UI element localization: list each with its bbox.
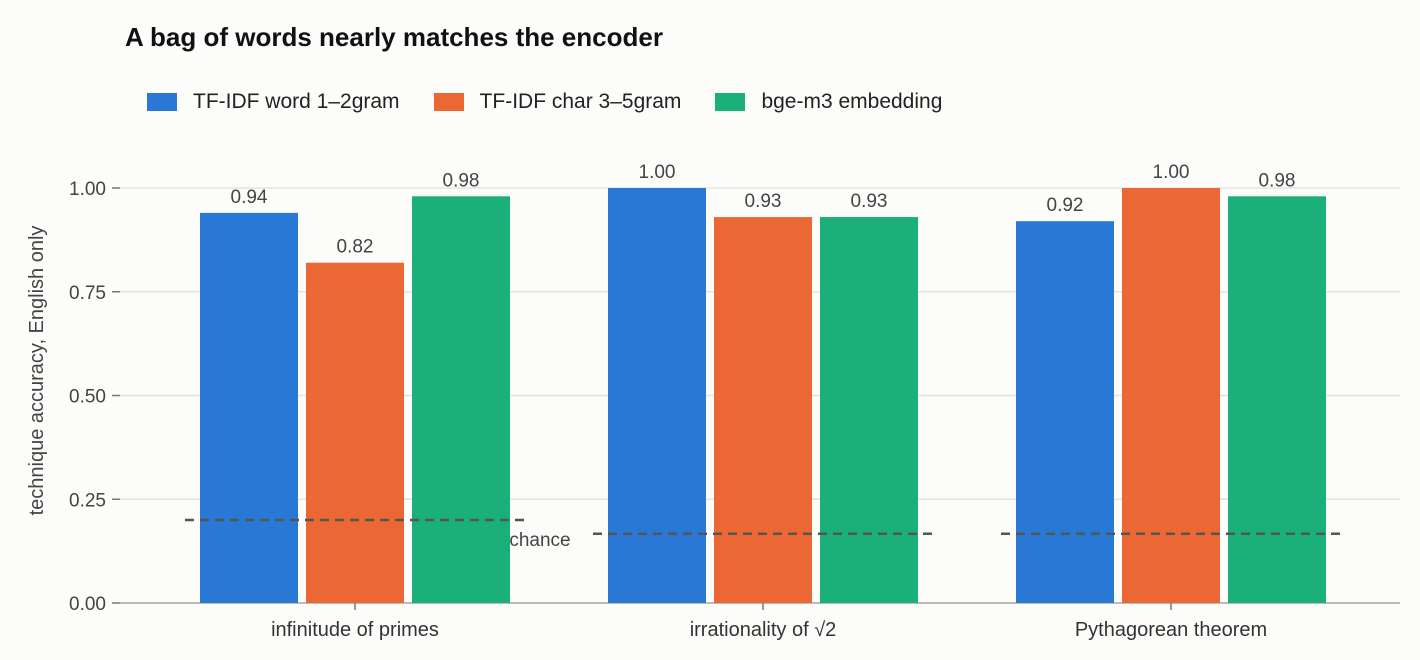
bar — [820, 217, 918, 604]
bar — [714, 217, 812, 604]
legend-item: TF-IDF word 1–2gram — [147, 90, 400, 114]
bar — [1016, 221, 1114, 603]
data-label: 0.93 — [851, 191, 888, 212]
bar — [1122, 188, 1220, 603]
y-axis-title: technique accuracy, English only — [26, 226, 48, 516]
data-label: 0.93 — [745, 191, 782, 212]
legend-label: TF-IDF word 1–2gram — [193, 90, 400, 113]
x-tick-label: irrationality of √2 — [690, 619, 837, 641]
bar — [412, 196, 510, 604]
data-label: 0.98 — [443, 170, 480, 191]
y-tick-label: 0.25 — [69, 490, 106, 511]
legend-swatch — [433, 93, 464, 111]
bar — [1228, 196, 1326, 604]
legend: TF-IDF word 1–2gram TF-IDF char 3–5gram bg… — [147, 90, 976, 114]
legend-label: bge-m3 embedding — [761, 90, 943, 113]
legend-label: TF-IDF char 3–5gram — [479, 90, 682, 113]
chance-label: chance — [509, 530, 570, 551]
legend-item: bge-m3 embedding — [715, 90, 942, 114]
data-label: 1.00 — [1153, 162, 1190, 183]
legend-swatch — [715, 93, 746, 111]
x-tick-label: Pythagorean theorem — [1075, 619, 1267, 641]
y-tick-label: 1.00 — [69, 179, 106, 200]
y-tick-label: 0.50 — [69, 387, 106, 408]
legend-item: TF-IDF char 3–5gram — [433, 90, 682, 114]
data-label: 0.82 — [337, 237, 374, 258]
bar — [306, 262, 404, 603]
bar — [608, 188, 706, 603]
bar — [200, 212, 298, 603]
data-label: 0.94 — [231, 187, 268, 208]
data-label: 1.00 — [639, 162, 676, 183]
y-tick-label: 0.00 — [69, 594, 106, 615]
data-label: 0.98 — [1259, 170, 1296, 191]
x-tick-label: infinitude of primes — [271, 619, 439, 641]
data-label: 0.92 — [1047, 195, 1084, 216]
legend-swatch — [147, 93, 177, 111]
y-tick-label: 0.75 — [69, 283, 106, 304]
chart-title: A bag of words nearly matches the encode… — [125, 22, 663, 52]
